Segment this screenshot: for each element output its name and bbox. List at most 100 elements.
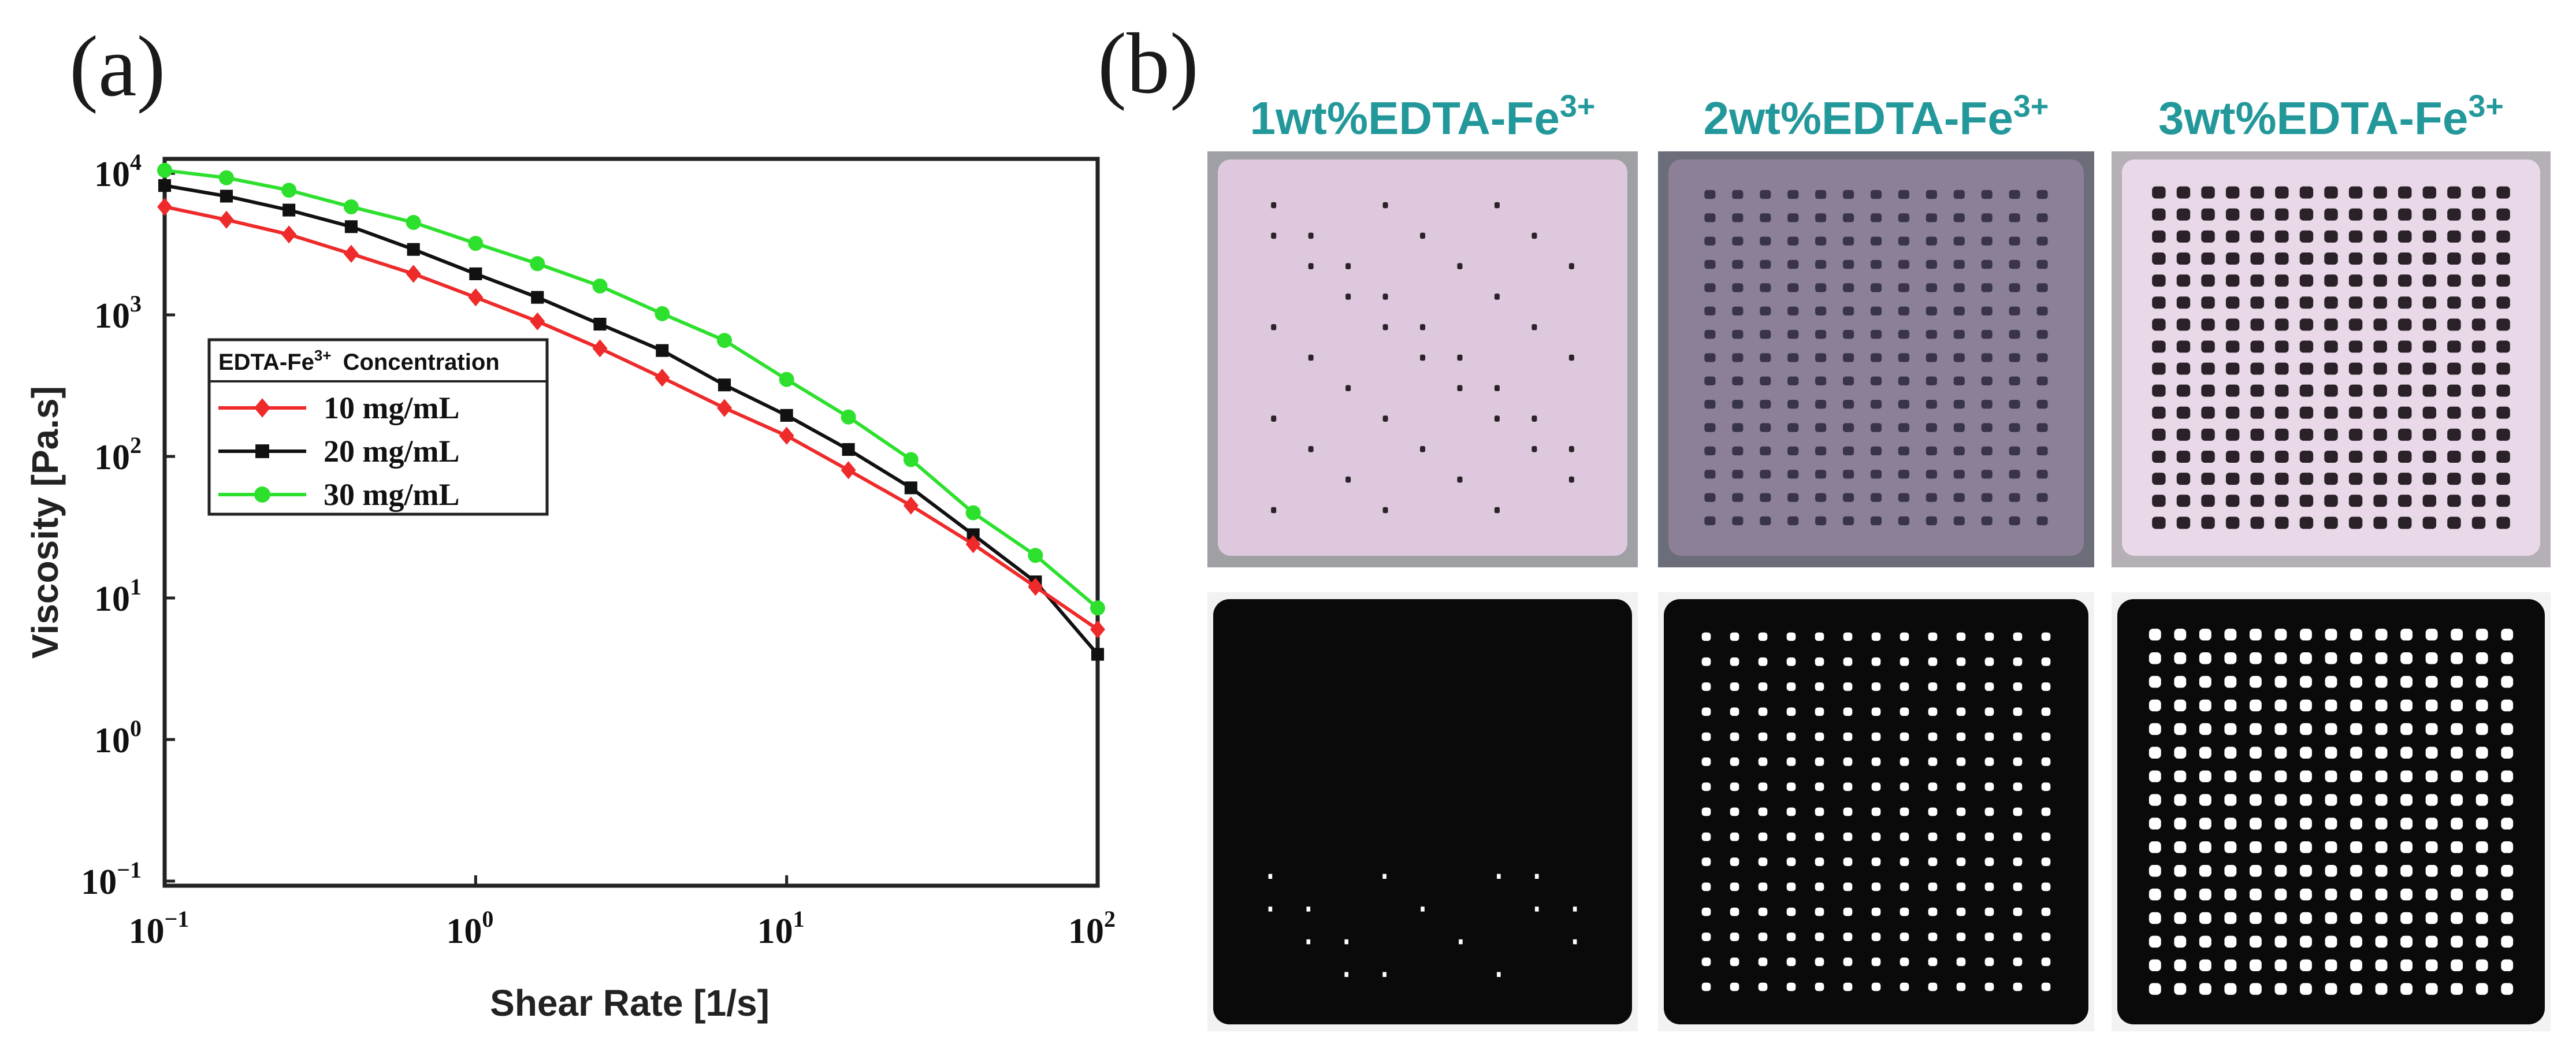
pore xyxy=(2348,340,2363,353)
pore xyxy=(2471,406,2486,419)
pore xyxy=(1815,707,1824,716)
pore xyxy=(2201,230,2215,243)
pore xyxy=(1760,493,1771,502)
pore xyxy=(1871,832,1881,841)
pore xyxy=(1953,353,1965,362)
pore xyxy=(2398,208,2412,221)
pore xyxy=(2274,675,2287,688)
pore xyxy=(2275,362,2289,375)
pore xyxy=(2471,384,2486,397)
pore xyxy=(1457,385,1463,392)
pore xyxy=(2375,818,2388,830)
pore xyxy=(1308,446,1314,452)
pore xyxy=(2274,746,2287,759)
pore xyxy=(1760,329,1771,339)
pore xyxy=(2275,495,2289,507)
pore xyxy=(2425,723,2438,735)
pore xyxy=(2224,912,2237,924)
column-title: 2wt%EDTA-Fe3+ xyxy=(1704,89,2049,144)
pore xyxy=(2249,912,2262,924)
pore xyxy=(2152,362,2166,375)
pore xyxy=(1870,259,1882,269)
pore xyxy=(1928,657,1938,666)
legend-title-sup: 3+ xyxy=(314,347,332,364)
pore xyxy=(2325,675,2337,688)
pore xyxy=(2422,451,2437,463)
pore xyxy=(1308,354,1314,361)
pore xyxy=(2422,296,2437,309)
pore xyxy=(1730,632,1739,641)
pore xyxy=(2176,384,2191,397)
pore xyxy=(2224,794,2237,806)
legend-marker xyxy=(254,398,270,418)
pore xyxy=(1984,857,1994,866)
pore xyxy=(2009,236,2020,246)
pore xyxy=(2451,794,2463,806)
pore xyxy=(1419,232,1426,239)
pore xyxy=(1871,632,1881,641)
pore xyxy=(2375,794,2388,806)
pore xyxy=(2400,699,2413,712)
pore xyxy=(2324,208,2338,221)
pore xyxy=(2400,675,2413,688)
pore xyxy=(1981,283,1993,292)
pore xyxy=(2299,252,2314,265)
pore xyxy=(2009,423,2020,432)
data-point xyxy=(343,199,359,214)
pore xyxy=(2348,384,2363,397)
pore xyxy=(1758,707,1768,716)
pore xyxy=(2041,882,2051,891)
pore xyxy=(2225,252,2240,265)
pore xyxy=(1843,957,1853,967)
y-tick-base: 10 xyxy=(94,438,130,477)
pore xyxy=(2176,451,2191,463)
pore xyxy=(1786,757,1796,766)
pore xyxy=(2199,983,2211,995)
pore xyxy=(1815,682,1824,691)
pore xyxy=(2350,723,2362,735)
pore xyxy=(2275,428,2289,441)
pore xyxy=(2496,362,2510,375)
pore xyxy=(2148,865,2161,877)
pore xyxy=(1494,415,1500,422)
pore xyxy=(1926,283,1937,292)
pore xyxy=(2176,495,2191,507)
pore xyxy=(2501,794,2514,806)
pore xyxy=(2398,451,2412,463)
pore xyxy=(2249,652,2262,664)
pore xyxy=(1815,446,1827,456)
pore xyxy=(1457,476,1463,483)
pore xyxy=(1956,782,1966,792)
pore xyxy=(2174,959,2187,971)
pore xyxy=(1732,236,1744,246)
pore xyxy=(2300,675,2312,688)
pore xyxy=(2425,983,2438,995)
pore xyxy=(1382,507,1388,514)
pore xyxy=(1704,329,1716,339)
pore xyxy=(1732,259,1744,269)
pore xyxy=(1382,972,1386,977)
y-tick-exp: −1 xyxy=(117,857,142,883)
pore xyxy=(2274,959,2287,971)
pore xyxy=(2496,252,2510,265)
pore xyxy=(2250,252,2264,265)
data-point xyxy=(592,339,608,358)
pore xyxy=(2225,274,2240,287)
pore xyxy=(1786,707,1796,716)
pore xyxy=(2422,252,2437,265)
pore xyxy=(2036,470,2048,479)
pore xyxy=(2249,959,2262,971)
pore xyxy=(2199,912,2211,924)
pore xyxy=(2013,832,2023,841)
pore xyxy=(1815,376,1827,386)
pore xyxy=(2398,340,2412,353)
grid-binary-3: 3wt%EDTA-Fe3+ binarized grid xyxy=(2112,592,2551,1031)
pore xyxy=(1730,732,1739,741)
pore xyxy=(2422,186,2437,199)
pore xyxy=(2447,340,2461,353)
pore xyxy=(2199,935,2211,948)
pore xyxy=(2451,699,2463,712)
pore xyxy=(1786,882,1796,891)
pore xyxy=(1758,933,1768,941)
pore xyxy=(1870,213,1882,222)
